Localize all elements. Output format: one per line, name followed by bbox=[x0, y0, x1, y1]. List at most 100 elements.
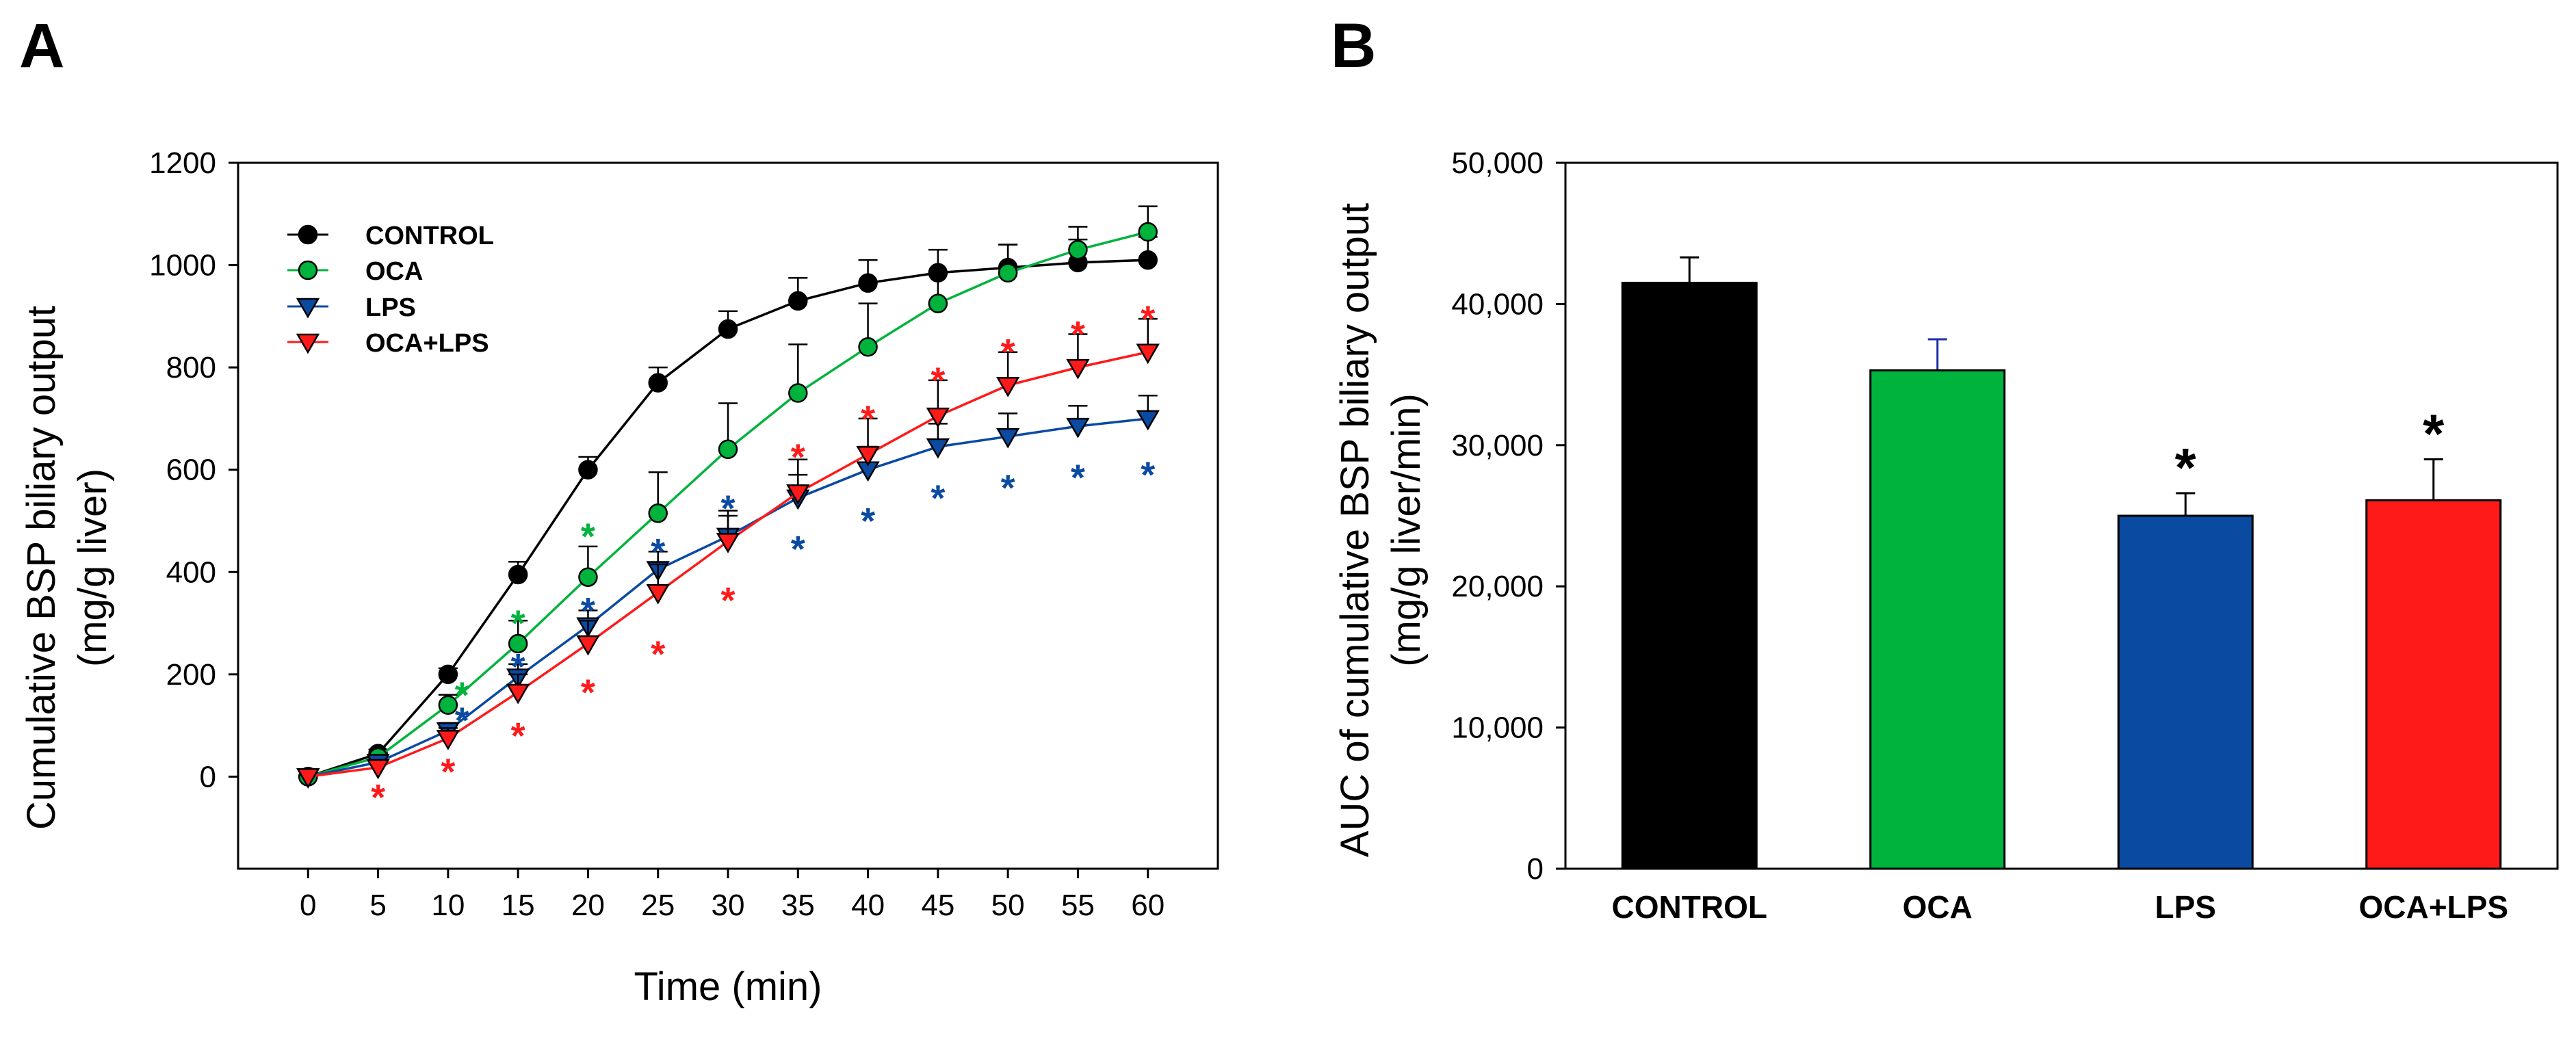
significance-asterisk: * bbox=[511, 646, 525, 687]
significance-asterisk: * bbox=[581, 590, 595, 631]
x-tick-label: 55 bbox=[1061, 889, 1095, 922]
x-tick-label: 5 bbox=[369, 889, 386, 922]
data-point-oca_lps bbox=[856, 446, 880, 467]
data-point-oca_lps bbox=[296, 768, 320, 789]
legend-label-oca: OCA bbox=[365, 257, 423, 286]
legend-marker-control bbox=[298, 224, 318, 245]
significance-asterisk: * bbox=[581, 516, 595, 557]
data-point-oca_lps bbox=[506, 683, 530, 705]
data-point-oca_lps bbox=[436, 730, 460, 750]
legend-label-control: CONTROL bbox=[365, 222, 494, 250]
panel-a-legend: CONTROL OCA LPS OCA+LPS bbox=[287, 222, 494, 358]
data-point-oca_lps bbox=[1066, 358, 1090, 380]
x-tick-label: 40 bbox=[851, 889, 885, 922]
panel-a-x-axis-title: Time (min) bbox=[634, 964, 822, 1009]
x-tick-label: 60 bbox=[1131, 889, 1165, 922]
significance-asterisk: * bbox=[371, 777, 385, 818]
panel-a-y-axis: 0 200 400 600 800 1000 1200 bbox=[149, 146, 238, 793]
y-tick-label: 1200 bbox=[149, 146, 216, 180]
significance-asterisk: * bbox=[861, 501, 875, 542]
x-tick-label: 10 bbox=[431, 889, 465, 922]
x-tick-label: 20 bbox=[571, 889, 605, 922]
data-point-oca_lps bbox=[646, 583, 670, 605]
panel-b-y-axis-title: AUC of cumulative BSP biliary output bbox=[1333, 203, 1377, 857]
panel-a-annotations: ************************** bbox=[371, 299, 1155, 818]
legend-marker-oca-lps bbox=[296, 333, 320, 354]
series-oca_lps bbox=[296, 317, 1160, 789]
legend-marker-lps bbox=[296, 298, 320, 319]
legend-entry-control: CONTROL bbox=[287, 222, 494, 250]
series-oca bbox=[298, 205, 1158, 787]
x-tick-label: 45 bbox=[921, 889, 954, 922]
data-point-oca_lps bbox=[716, 533, 740, 553]
bar-lps bbox=[2117, 514, 2254, 870]
x-tick-label: 35 bbox=[781, 889, 815, 922]
significance-asterisk: * bbox=[511, 603, 525, 644]
data-point-control bbox=[508, 564, 528, 585]
data-point-control bbox=[578, 460, 598, 480]
legend-entry-oca-lps: OCA+LPS bbox=[287, 329, 489, 358]
data-point-oca bbox=[928, 293, 948, 313]
y-tick-label: 600 bbox=[166, 454, 216, 487]
data-point-oca_lps bbox=[366, 759, 390, 780]
x-category-label: LPS bbox=[2155, 889, 2216, 925]
panel-a-x-axis: 0 5 10 15 20 25 30 35 40 45 50 55 60 bbox=[300, 869, 1165, 922]
y-tick-label: 10,000 bbox=[1451, 711, 1544, 745]
data-point-oca_lps bbox=[1136, 343, 1160, 365]
x-category-label: CONTROL bbox=[1612, 889, 1767, 925]
panel-a-series bbox=[296, 205, 1160, 789]
data-point-lps bbox=[926, 438, 950, 459]
data-point-oca bbox=[578, 567, 598, 587]
significance-asterisk: * bbox=[1001, 332, 1015, 373]
data-point-oca bbox=[718, 439, 738, 460]
data-point-oca_lps bbox=[926, 407, 950, 428]
data-point-oca bbox=[648, 503, 668, 523]
significance-asterisk: * bbox=[2423, 403, 2445, 464]
bar-oca bbox=[1869, 369, 2006, 870]
y-tick-label: 0 bbox=[1527, 852, 1544, 886]
significance-asterisk: * bbox=[861, 398, 875, 439]
significance-asterisk: * bbox=[1141, 299, 1155, 340]
significance-asterisk: * bbox=[1001, 467, 1015, 508]
data-point-oca bbox=[1138, 222, 1158, 242]
y-tick-label: 400 bbox=[166, 555, 216, 589]
data-point-control bbox=[788, 291, 808, 311]
panel-b-y-axis: 0 10,000 20,000 30,000 40,000 50,000 bbox=[1451, 146, 1565, 886]
x-tick-label: 15 bbox=[502, 889, 535, 922]
data-point-oca bbox=[438, 695, 458, 715]
data-point-oca bbox=[508, 633, 528, 654]
data-point-control bbox=[1138, 250, 1158, 270]
y-tick-label: 50,000 bbox=[1451, 146, 1544, 180]
bar-group-lps: * bbox=[2117, 437, 2254, 870]
significance-asterisk: * bbox=[1071, 457, 1085, 498]
data-point-oca bbox=[1068, 239, 1088, 260]
y-tick-label: 800 bbox=[166, 351, 216, 384]
data-point-control bbox=[648, 373, 668, 393]
panel-label-a: A bbox=[19, 11, 64, 81]
legend-label-oca-lps: OCA+LPS bbox=[365, 329, 489, 358]
data-point-oca bbox=[858, 337, 878, 357]
significance-asterisk: * bbox=[2175, 437, 2197, 498]
data-point-oca bbox=[998, 263, 1018, 283]
y-tick-label: 1000 bbox=[149, 249, 216, 283]
panel-b-bars: ** bbox=[1621, 256, 2502, 870]
significance-asterisk: * bbox=[931, 477, 945, 518]
significance-asterisk: * bbox=[511, 716, 525, 757]
bar-group-control bbox=[1621, 256, 1758, 870]
data-point-control bbox=[438, 664, 458, 685]
y-tick-label: 40,000 bbox=[1451, 287, 1544, 321]
legend-label-lps: LPS bbox=[365, 293, 416, 322]
panel-b-x-axis: CONTROL OCA LPS OCA+LPS bbox=[1612, 889, 2508, 925]
panel-b-y-axis-subtitle: (mg/g liver/min) bbox=[1384, 393, 1429, 667]
y-tick-label: 30,000 bbox=[1451, 429, 1544, 462]
significance-asterisk: * bbox=[720, 488, 735, 529]
bar-group-oca_lps: * bbox=[2365, 403, 2502, 870]
significance-asterisk: * bbox=[720, 580, 735, 621]
significance-asterisk: * bbox=[1071, 314, 1085, 355]
data-point-oca_lps bbox=[996, 377, 1020, 397]
x-tick-label: 50 bbox=[991, 889, 1025, 922]
significance-asterisk: * bbox=[455, 674, 469, 716]
data-point-oca bbox=[788, 383, 808, 403]
